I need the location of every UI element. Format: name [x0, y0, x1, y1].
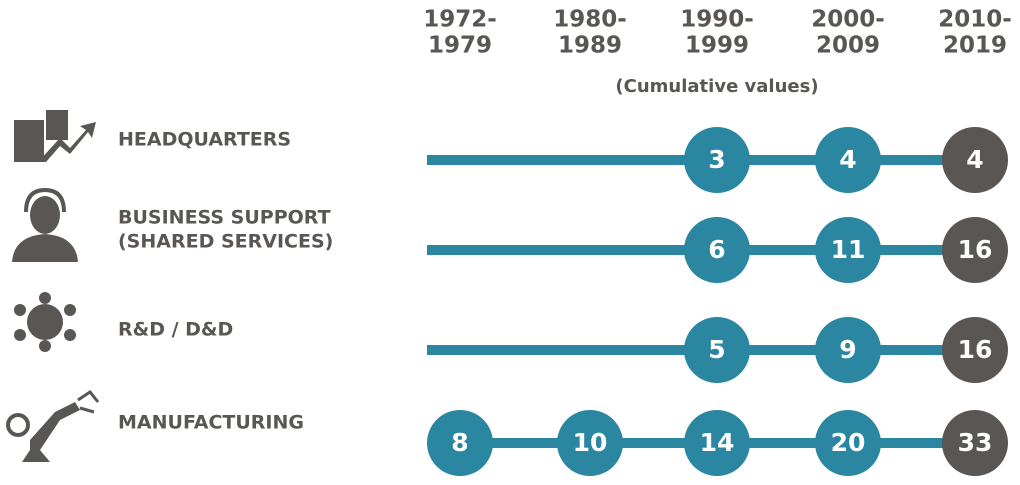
value: 6 [708, 235, 725, 264]
value: 9 [839, 335, 856, 364]
value-circle [684, 127, 750, 193]
period-label: 1980- [553, 7, 627, 33]
value-circle [684, 317, 750, 383]
value: 33 [958, 428, 993, 457]
value: 5 [708, 335, 725, 364]
value-circle [815, 217, 881, 283]
value: 8 [451, 428, 468, 457]
value-circle [942, 127, 1008, 193]
value-circle [942, 217, 1008, 283]
value: 14 [700, 428, 735, 457]
value-circle [815, 317, 881, 383]
period-label: 1989 [558, 33, 622, 59]
value-circle [815, 127, 881, 193]
value-circle [815, 410, 881, 476]
value: 10 [573, 428, 608, 457]
period-label: 2009 [816, 33, 880, 59]
row-label: MANUFACTURING [118, 412, 304, 434]
period-label: 2000- [811, 7, 885, 33]
period-label: 1972- [423, 7, 497, 33]
icon-headquarters [14, 110, 96, 162]
value: 16 [958, 335, 993, 364]
value: 11 [831, 235, 866, 264]
icon-manufacturing [6, 389, 100, 462]
value-circle [427, 410, 493, 476]
period-label: 2010- [938, 7, 1012, 33]
icon-business-support [12, 187, 78, 262]
period-label: 1990- [680, 7, 754, 33]
row-label: BUSINESS SUPPORT [118, 207, 331, 229]
value-circle [942, 410, 1008, 476]
value: 3 [708, 145, 725, 174]
note: (Cumulative values) [615, 76, 818, 97]
row-label: HEADQUARTERS [118, 129, 291, 151]
value: 20 [831, 428, 866, 457]
row-label: (SHARED SERVICES) [118, 231, 333, 253]
period-label: 1979 [428, 33, 492, 59]
value-circle [684, 217, 750, 283]
value: 4 [839, 145, 856, 174]
value: 4 [966, 145, 983, 174]
value: 16 [958, 235, 993, 264]
period-label: 2019 [943, 33, 1007, 59]
value-circle [557, 410, 623, 476]
value-circle [684, 410, 750, 476]
icon-rnd [14, 292, 76, 352]
value-circle [942, 317, 1008, 383]
period-label: 1999 [685, 33, 749, 59]
row-label: R&D / D&D [118, 319, 233, 341]
